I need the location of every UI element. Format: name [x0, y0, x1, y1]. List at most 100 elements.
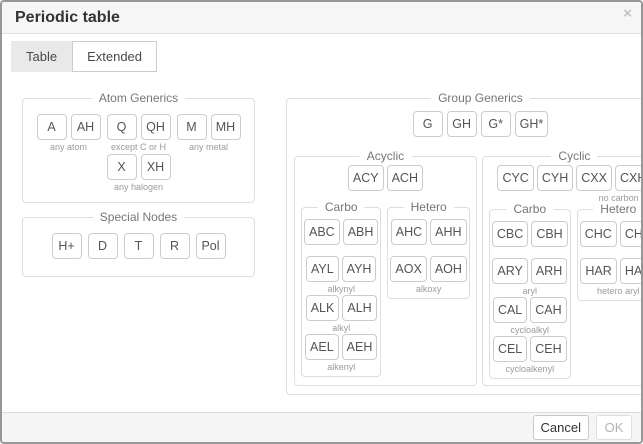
alkenyl-label: alkenyl [327, 362, 356, 372]
group-generics-section: Group Generics G GH G* GH* Acyclic ACY A… [286, 92, 641, 395]
button-qh[interactable]: QH [140, 114, 171, 140]
cyclic-hetero-row-label [580, 247, 641, 258]
no-carbon-label: no carbon [598, 193, 639, 203]
button-a[interactable]: A [36, 114, 67, 140]
alkoxy-label: alkoxy [415, 284, 442, 294]
button-hah[interactable]: HAH [619, 258, 641, 284]
button-ary[interactable]: ARY [492, 258, 528, 284]
button-chh[interactable]: CHH [619, 221, 641, 247]
cyclic-hetero-caption: Hetero [593, 203, 641, 216]
button-r[interactable]: R [159, 233, 190, 259]
except-c-or-h-group: Q QH except C or H [106, 114, 171, 153]
cyclic-hetero-section: Hetero CHC CHH HAR HAH hete [576, 203, 641, 301]
cycloalkyl-label: cycloalkyl [510, 325, 550, 335]
alkyl-label: alkyl [332, 323, 351, 333]
special-nodes-row: H+ D T R Pol [28, 233, 249, 259]
button-t[interactable]: T [123, 233, 154, 259]
close-icon[interactable]: × [623, 5, 632, 22]
any-metal-label: any metal [188, 142, 229, 152]
button-acy[interactable]: ACY [347, 165, 384, 191]
hetero-aryl-label: hetero aryl [597, 286, 640, 296]
button-ahh[interactable]: AHH [430, 219, 467, 245]
button-xh[interactable]: XH [140, 154, 171, 180]
atom-generics-section: Atom Generics A AH any atom Q QH [22, 92, 255, 203]
alkynyl-label: alkynyl [327, 284, 355, 294]
atom-generics-caption: Atom Generics [91, 92, 186, 105]
group-generics-caption: Group Generics [431, 92, 530, 105]
any-metal-group: M MH any metal [176, 114, 241, 153]
button-ayh[interactable]: AYH [341, 256, 377, 282]
button-mh[interactable]: MH [210, 114, 241, 140]
button-ceh[interactable]: CEH [530, 336, 567, 362]
button-cel[interactable]: CEL [492, 336, 528, 362]
cyclic-caption: Cyclic [551, 150, 598, 163]
any-atom-group: A AH any atom [36, 114, 101, 153]
acyclic-section: Acyclic ACY ACH Carbo ABC ABH [294, 150, 477, 386]
button-alk[interactable]: ALK [305, 295, 340, 321]
button-ach[interactable]: ACH [386, 165, 423, 191]
button-cah[interactable]: CAH [530, 297, 567, 323]
button-ael[interactable]: AEL [305, 334, 339, 360]
left-column: Atom Generics A AH any atom Q QH [22, 92, 255, 277]
button-cbc[interactable]: CBC [491, 221, 529, 247]
ok-button[interactable]: OK [596, 415, 632, 440]
button-x[interactable]: X [106, 154, 137, 180]
dialog-title: Periodic table [15, 8, 120, 26]
button-gh[interactable]: GH [446, 111, 477, 137]
button-ayl[interactable]: AYL [305, 256, 339, 282]
acyclic-subcolumns: Carbo ABC ABH AYL AYH alkyn [298, 201, 473, 377]
dialog-header: Periodic table [2, 2, 641, 34]
acyclic-hetero-section: Hetero AHC AHH AOX AOH alko [387, 201, 470, 299]
cyclic-section: Cyclic CYC CYH CXX CXH no carbon Carbo [481, 150, 641, 386]
dialog-footer: Cancel OK [2, 412, 641, 442]
button-abh[interactable]: ABH [342, 219, 379, 245]
button-cxx[interactable]: CXX [576, 165, 612, 191]
button-gh-star[interactable]: GH* [514, 111, 549, 137]
button-har[interactable]: HAR [580, 258, 617, 284]
button-h-plus[interactable]: H+ [51, 233, 82, 259]
button-abc[interactable]: ABC [304, 219, 340, 245]
acyclic-carbo-caption: Carbo [317, 201, 365, 214]
atom-generics-row-1: A AH any atom Q QH except C or H [28, 114, 249, 153]
button-m[interactable]: M [176, 114, 207, 140]
button-aoh[interactable]: AOH [429, 256, 467, 282]
button-chc[interactable]: CHC [579, 221, 617, 247]
button-aox[interactable]: AOX [390, 256, 427, 282]
special-nodes-section: Special Nodes H+ D T R Pol [22, 211, 255, 277]
acyclic-hetero-caption: Hetero [403, 201, 454, 214]
button-g-star[interactable]: G* [480, 111, 511, 137]
button-ah[interactable]: AH [70, 114, 101, 140]
button-aeh[interactable]: AEH [341, 334, 378, 360]
special-nodes-caption: Special Nodes [92, 211, 185, 224]
acyclic-carbo-row-label [304, 245, 378, 256]
button-cal[interactable]: CAL [492, 297, 528, 323]
button-cyc[interactable]: CYC [497, 165, 534, 191]
dialog-content: Atom Generics A AH any atom Q QH [2, 72, 641, 395]
button-cbh[interactable]: CBH [531, 221, 568, 247]
button-g[interactable]: G [412, 111, 443, 137]
button-pol[interactable]: Pol [195, 233, 226, 259]
group-generics-row: G GH G* GH* [294, 111, 641, 137]
button-q[interactable]: Q [106, 114, 137, 140]
button-alh[interactable]: ALH [342, 295, 377, 321]
acyclic-caption: Acyclic [359, 150, 412, 163]
acyclic-carbo-section: Carbo ABC ABH AYL AYH alkyn [301, 201, 382, 377]
cyclic-subcolumns: Carbo CBC CBH ARY ARH aryl [486, 203, 641, 379]
cyclic-carbo-row-label [492, 247, 568, 258]
button-cxh[interactable]: CXH [614, 165, 641, 191]
button-cyh[interactable]: CYH [536, 165, 574, 191]
any-atom-label: any atom [49, 142, 88, 152]
button-arh[interactable]: ARH [530, 258, 568, 284]
tab-table[interactable]: Table [11, 41, 73, 72]
tab-extended[interactable]: Extended [72, 41, 158, 72]
cyclic-top-row: CYC CYH CXX CXH [486, 165, 641, 191]
atom-generics-row-2: X XH any halogen [28, 154, 249, 193]
cycloalkenyl-label: cycloalkenyl [505, 364, 555, 374]
button-d[interactable]: D [87, 233, 118, 259]
except-c-or-h-label: except C or H [110, 142, 167, 152]
acyclic-hetero-row-label [390, 245, 467, 256]
acyclic-top-row: ACY ACH [298, 165, 473, 191]
cancel-button[interactable]: Cancel [532, 415, 589, 440]
button-ahc[interactable]: AHC [390, 219, 428, 245]
